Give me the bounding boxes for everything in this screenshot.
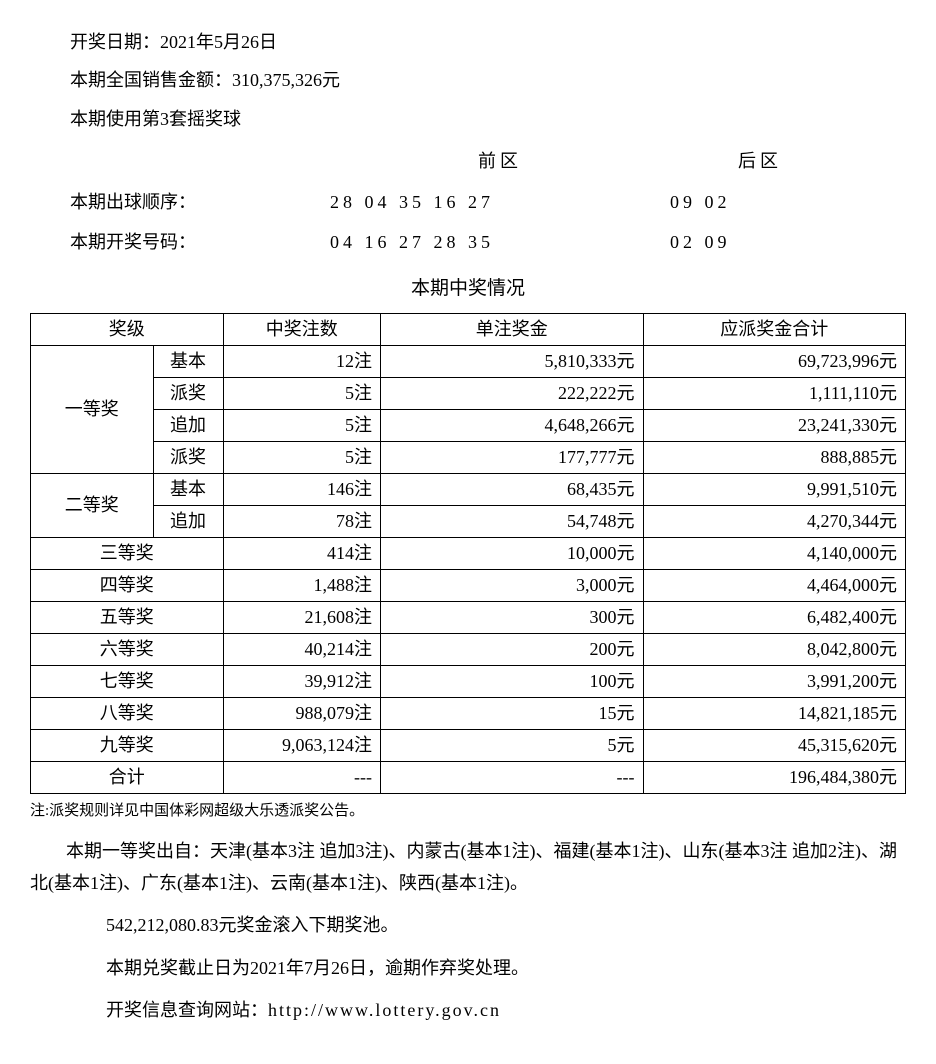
table-row: 派奖 5注 177,777元 888,885元 [31,441,906,473]
cell: 177,777元 [381,441,644,473]
cell: 39,912注 [223,665,381,697]
prize-6-name: 六等奖 [31,633,224,665]
website-label: 开奖信息查询网站： [106,1000,268,1020]
website-line: 开奖信息查询网站：http://www.lottery.gov.cn [70,994,866,1026]
prize-3-name: 三等奖 [31,537,224,569]
cell: 6,482,400元 [643,601,906,633]
table-footnote: 注:派奖规则详见中国体彩网超级大乐透派奖公告。 [30,798,906,825]
cell: 派奖 [153,377,223,409]
table-row: 四等奖 1,488注 3,000元 4,464,000元 [31,569,906,601]
cell: 21,608注 [223,601,381,633]
winners-paragraph: 本期一等奖出自：天津(基本3注 追加3注)、内蒙古(基本1注)、福建(基本1注)… [30,835,906,900]
back-area-header: 后区 [670,145,850,177]
col-per: 单注奖金 [381,313,644,345]
table-row: 三等奖 414注 10,000元 4,140,000元 [31,537,906,569]
cell: 69,723,996元 [643,345,906,377]
rollover-line: 542,212,080.83元奖金滚入下期奖池。 [70,909,866,941]
cell: 5注 [223,441,381,473]
cell: 45,315,620元 [643,729,906,761]
prize-9-name: 九等奖 [31,729,224,761]
cell: 68,435元 [381,473,644,505]
cell: 888,885元 [643,441,906,473]
cell: 5,810,333元 [381,345,644,377]
cell: 8,042,800元 [643,633,906,665]
table-row: 派奖 5注 222,222元 1,111,110元 [31,377,906,409]
winning-numbers-back: 02 09 [670,226,850,258]
table-row: 一等奖 基本 12注 5,810,333元 69,723,996元 [31,345,906,377]
deadline-line: 本期兑奖截止日为2021年7月26日，逾期作弃奖处理。 [70,952,866,984]
cell: 基本 [153,345,223,377]
table-row: 二等奖 基本 146注 68,435元 9,991,510元 [31,473,906,505]
cell: 196,484,380元 [643,761,906,793]
cell: 4,140,000元 [643,537,906,569]
cell: 派奖 [153,441,223,473]
cell: 100元 [381,665,644,697]
cell: 追加 [153,409,223,441]
cell: 4,270,344元 [643,505,906,537]
cell: 9,063,124注 [223,729,381,761]
cell: 9,991,510元 [643,473,906,505]
cell: 5元 [381,729,644,761]
cell: 414注 [223,537,381,569]
sum-name: 合计 [31,761,224,793]
cell: 40,214注 [223,633,381,665]
cell: 4,464,000元 [643,569,906,601]
draw-order-front: 28 04 35 16 27 [330,186,670,218]
cell: 追加 [153,505,223,537]
prize-8-name: 八等奖 [31,697,224,729]
cell: 1,111,110元 [643,377,906,409]
cell: --- [223,761,381,793]
cell: 5注 [223,377,381,409]
draw-date: 开奖日期：2021年5月26日 [70,26,866,58]
table-header-row: 奖级 中奖注数 单注奖金 应派奖金合计 [31,313,906,345]
ball-set: 本期使用第3套摇奖球 [70,103,866,135]
cell: 200元 [381,633,644,665]
numbers-block: 前区 后区 本期出球顺序： 28 04 35 16 27 09 02 本期开奖号… [70,145,866,258]
table-row: 六等奖 40,214注 200元 8,042,800元 [31,633,906,665]
cell: --- [381,761,644,793]
cell: 1,488注 [223,569,381,601]
prize-7-name: 七等奖 [31,665,224,697]
cell: 5注 [223,409,381,441]
cell: 10,000元 [381,537,644,569]
front-area-header: 前区 [330,145,670,177]
col-count: 中奖注数 [223,313,381,345]
prize-2-name: 二等奖 [31,473,154,537]
cell: 54,748元 [381,505,644,537]
cell: 12注 [223,345,381,377]
draw-order-back: 09 02 [670,186,850,218]
prize-5-name: 五等奖 [31,601,224,633]
table-row: 追加 5注 4,648,266元 23,241,330元 [31,409,906,441]
table-row-sum: 合计 --- --- 196,484,380元 [31,761,906,793]
cell: 300元 [381,601,644,633]
col-total: 应派奖金合计 [643,313,906,345]
website-url: http://www.lottery.gov.cn [268,1000,501,1020]
cell: 15元 [381,697,644,729]
cell: 基本 [153,473,223,505]
cell: 78注 [223,505,381,537]
prize-1-name: 一等奖 [31,345,154,473]
table-row: 七等奖 39,912注 100元 3,991,200元 [31,665,906,697]
cell: 988,079注 [223,697,381,729]
cell: 146注 [223,473,381,505]
col-prize-level: 奖级 [31,313,224,345]
table-title: 本期中奖情况 [30,272,906,306]
total-sales: 本期全国销售金额：310,375,326元 [70,64,866,96]
table-row: 追加 78注 54,748元 4,270,344元 [31,505,906,537]
cell: 4,648,266元 [381,409,644,441]
table-row: 九等奖 9,063,124注 5元 45,315,620元 [31,729,906,761]
prize-table: 奖级 中奖注数 单注奖金 应派奖金合计 一等奖 基本 12注 5,810,333… [30,313,906,794]
table-row: 五等奖 21,608注 300元 6,482,400元 [31,601,906,633]
draw-order-label: 本期出球顺序： [70,186,330,218]
prize-4-name: 四等奖 [31,569,224,601]
cell: 222,222元 [381,377,644,409]
cell: 3,000元 [381,569,644,601]
cell: 23,241,330元 [643,409,906,441]
winning-numbers-label: 本期开奖号码： [70,226,330,258]
cell: 3,991,200元 [643,665,906,697]
table-row: 八等奖 988,079注 15元 14,821,185元 [31,697,906,729]
cell: 14,821,185元 [643,697,906,729]
winning-numbers-front: 04 16 27 28 35 [330,226,670,258]
